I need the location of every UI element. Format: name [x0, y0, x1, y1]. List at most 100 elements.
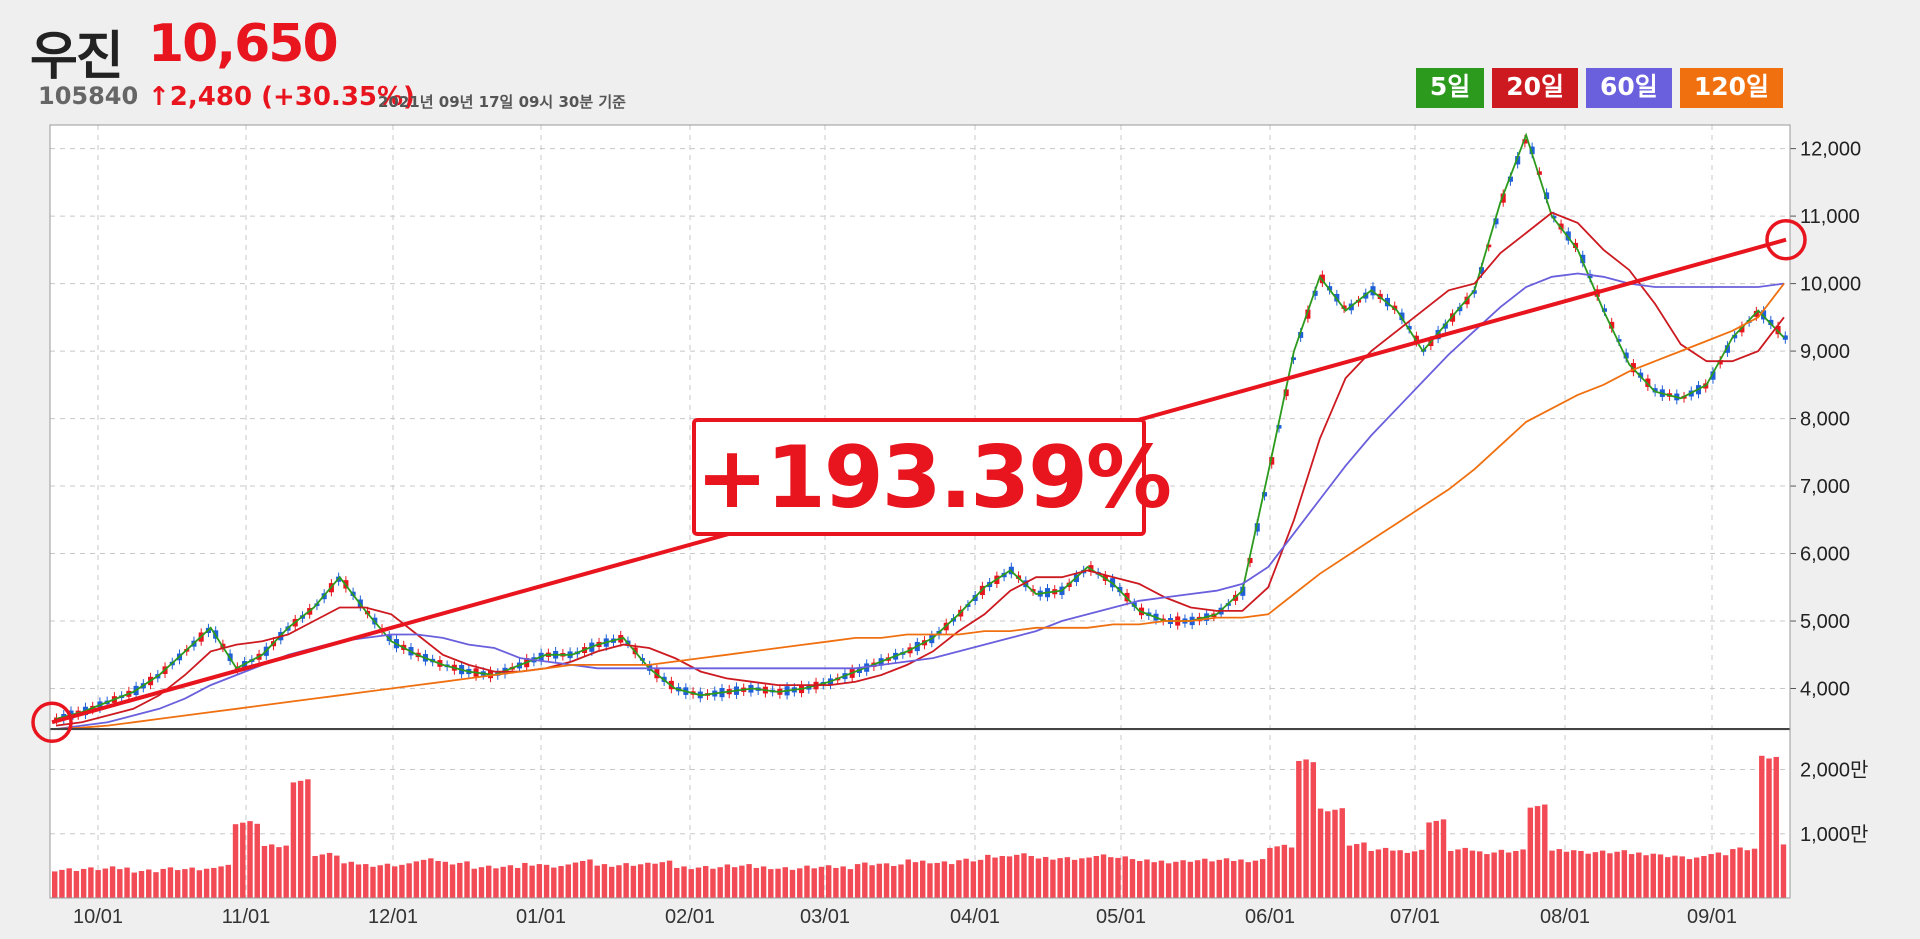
volume-bar [731, 867, 738, 898]
volume-bar [1759, 755, 1765, 898]
candle-body [1298, 331, 1304, 338]
volume-bar [1100, 854, 1107, 898]
volume-bar [724, 864, 731, 898]
candle-body [1732, 334, 1738, 339]
y-tick-label: 7,000 [1800, 476, 1850, 498]
candle-body [1457, 306, 1463, 312]
legend-ma5-button[interactable]: 5일 [1415, 68, 1485, 108]
x-tick-label: 02/01 [665, 906, 715, 928]
volume-bar [153, 872, 159, 898]
volume-bar [818, 866, 825, 898]
volume-bar [399, 864, 405, 898]
volume-bar [739, 865, 745, 898]
candle-body [1609, 321, 1615, 329]
candle-body [1558, 223, 1564, 230]
x-tick-label: 04/01 [950, 906, 1000, 928]
volume-bar [1773, 756, 1779, 898]
volume-bar [442, 861, 449, 898]
volume-bar [384, 863, 391, 898]
volume-bar [1672, 855, 1678, 898]
volume-bar [160, 868, 166, 898]
candle-body [1276, 425, 1282, 429]
volume-bar [1556, 849, 1562, 898]
volume-bar [1426, 822, 1432, 898]
volume-bar [1404, 852, 1411, 898]
volume-bar [688, 869, 694, 898]
volume-bar [645, 862, 651, 898]
candle-body [1464, 296, 1470, 305]
candle-body [1768, 319, 1774, 326]
volume-bar [1693, 857, 1700, 898]
volume-bar [1079, 858, 1085, 898]
candle-body [1269, 457, 1275, 465]
volume-bar [254, 823, 260, 898]
volume-bar [478, 867, 485, 898]
volume-bar [363, 864, 369, 898]
volume-bar [1115, 857, 1121, 898]
price-change-text: 2,480 (+30.35%) [169, 82, 415, 112]
volume-bar [391, 866, 398, 898]
volume-bar [1766, 758, 1772, 898]
volume-bar [753, 867, 760, 898]
current-price: 10,650 [148, 14, 339, 74]
y-tick-label: 4,000 [1800, 679, 1850, 701]
volume-bar [601, 864, 608, 898]
volume-bar [1187, 861, 1194, 898]
volume-bar [1462, 847, 1468, 898]
ma-line-1 [55, 132, 1785, 720]
volume-bar [1585, 853, 1591, 898]
volume-bar [1448, 850, 1454, 898]
volume-bar [1310, 762, 1317, 898]
volume-bar [1180, 860, 1186, 898]
volume-bar [1042, 856, 1049, 898]
candle-body [1399, 312, 1405, 321]
volume-bar [551, 867, 557, 898]
volume-bar [963, 858, 969, 898]
volume-bar [1050, 859, 1056, 898]
volume-bar [290, 782, 297, 898]
volume-bar [565, 864, 571, 898]
volume-bar [1484, 854, 1490, 898]
volume-bar [920, 860, 926, 898]
volume-bar [326, 852, 333, 898]
volume-bar [1628, 854, 1635, 898]
volume-bar [1165, 863, 1172, 898]
stock-name: 우진 [30, 27, 124, 87]
volume-bar [1708, 854, 1714, 898]
volume-bar [435, 861, 441, 898]
volume-bar [659, 862, 666, 898]
volume-bar [703, 866, 709, 898]
x-tick-label: 09/01 [1687, 906, 1737, 928]
volume-bar [1151, 862, 1157, 898]
volume-bar [1361, 842, 1367, 898]
candle-body [1652, 388, 1658, 393]
volume-bar [1216, 859, 1222, 898]
volume-bar [59, 869, 65, 898]
volume-bar [1303, 759, 1309, 898]
volume-bar [117, 869, 123, 898]
volume-bar [804, 865, 810, 898]
volume-bar [1730, 849, 1736, 898]
volume-bar [305, 779, 311, 898]
volume-bar [1064, 857, 1071, 898]
volume-bar [225, 864, 232, 898]
volume-bar [948, 864, 955, 898]
legend-ma120-button[interactable]: 120일 [1679, 68, 1783, 108]
chart-border [49, 124, 1791, 899]
volume-bar [587, 859, 593, 898]
volume-bar [174, 870, 181, 898]
volume-bar [1411, 851, 1418, 898]
volume-bar [1274, 846, 1280, 898]
candle-body [1565, 231, 1571, 241]
volume-bar [905, 859, 911, 898]
volume-bar [1231, 861, 1237, 898]
candle-body [1536, 171, 1542, 175]
legend-ma60-button[interactable]: 60일 [1586, 68, 1672, 108]
volume-bar [334, 855, 340, 898]
volume-bar [681, 866, 687, 898]
candle-body [1710, 371, 1716, 380]
volume-bar [789, 869, 796, 898]
legend-ma20-button[interactable]: 20일 [1492, 68, 1579, 108]
volume-bar [1542, 804, 1548, 898]
volume-bar [1563, 851, 1570, 898]
